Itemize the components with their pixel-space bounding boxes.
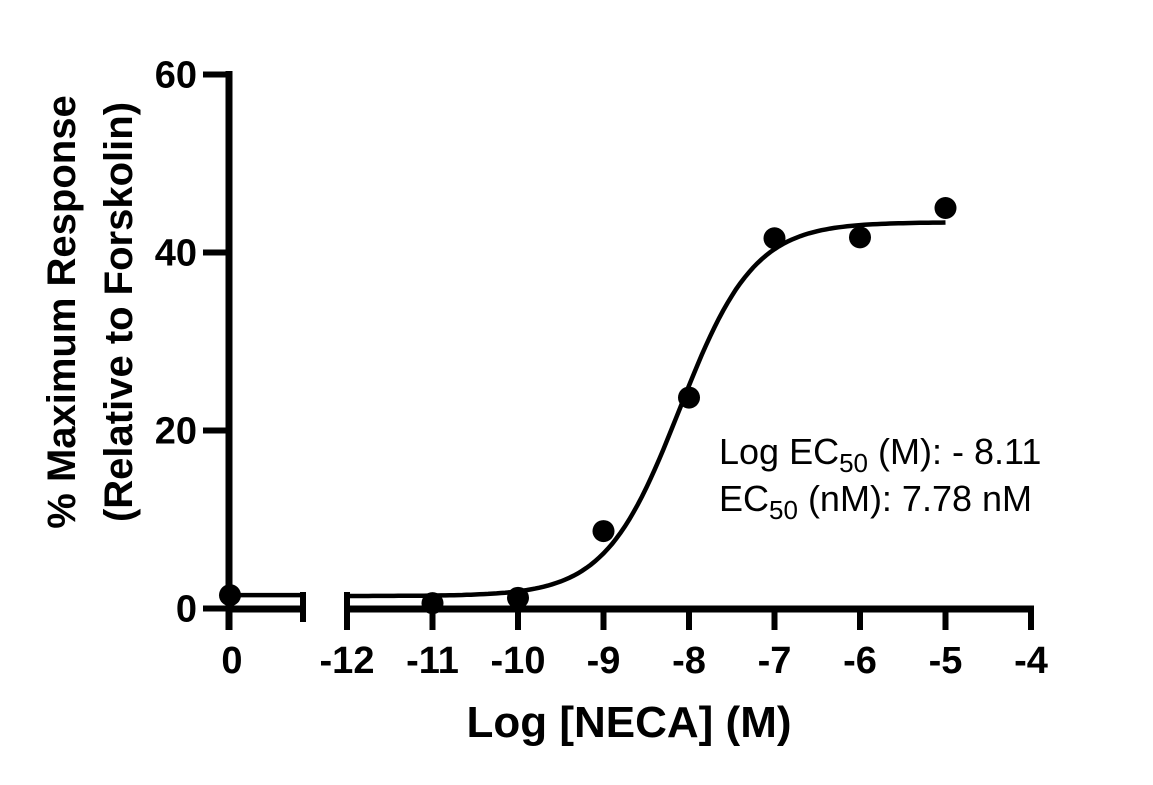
data-point bbox=[849, 226, 871, 249]
x-axis-title: Log [NECA] (M) bbox=[466, 698, 792, 747]
data-point bbox=[678, 386, 700, 409]
data-point bbox=[934, 197, 957, 219]
data-point bbox=[421, 592, 444, 615]
x-tick-label: -8 bbox=[672, 640, 706, 682]
log-ec50-text: Log EC50 (M): - 8.11 bbox=[719, 428, 1042, 478]
x-tick-label: -6 bbox=[843, 640, 877, 682]
data-point-basal bbox=[219, 584, 241, 607]
ec50-value: (nM): 7.78 nM bbox=[797, 478, 1033, 519]
fit-curve bbox=[347, 220, 946, 599]
x-tick-label: -9 bbox=[587, 640, 621, 682]
log-ec50-prefix: Log EC bbox=[719, 431, 840, 472]
fit-results: Log EC50 (M): - 8.11 EC50 (nM): 7.78 nM bbox=[719, 428, 1042, 525]
y-tick-label: 40 bbox=[155, 233, 197, 275]
data-point bbox=[507, 586, 529, 609]
data-point bbox=[592, 520, 615, 543]
y-axis-title-line2: (Relative to Forskolin) bbox=[97, 101, 141, 523]
y-tick-label: 0 bbox=[176, 589, 197, 631]
x-tick-label: -5 bbox=[929, 640, 963, 682]
log-ec50-value: (M): - 8.11 bbox=[868, 431, 1042, 472]
subscript-50: 50 bbox=[839, 448, 868, 478]
x-tick-label: -12 bbox=[320, 640, 375, 682]
data-point bbox=[763, 227, 786, 250]
x-tick-label: -10 bbox=[491, 640, 546, 682]
x-tick-label: -7 bbox=[758, 640, 792, 682]
ec50-text: EC50 (nM): 7.78 nM bbox=[719, 475, 1041, 525]
x-tick-label: -11 bbox=[406, 640, 459, 682]
x-tick-label: -4 bbox=[1014, 640, 1048, 682]
ec50-prefix: EC bbox=[719, 478, 770, 519]
y-axis-title-line1: % Maximum Response bbox=[40, 95, 84, 529]
y-tick-label: 20 bbox=[155, 411, 197, 453]
y-tick-label: 60 bbox=[155, 55, 197, 97]
x-tick-label-basal: 0 bbox=[221, 640, 242, 682]
subscript-50: 50 bbox=[769, 495, 798, 525]
y-axis-title: % Maximum Response (Relative to Forskoli… bbox=[34, 52, 148, 572]
